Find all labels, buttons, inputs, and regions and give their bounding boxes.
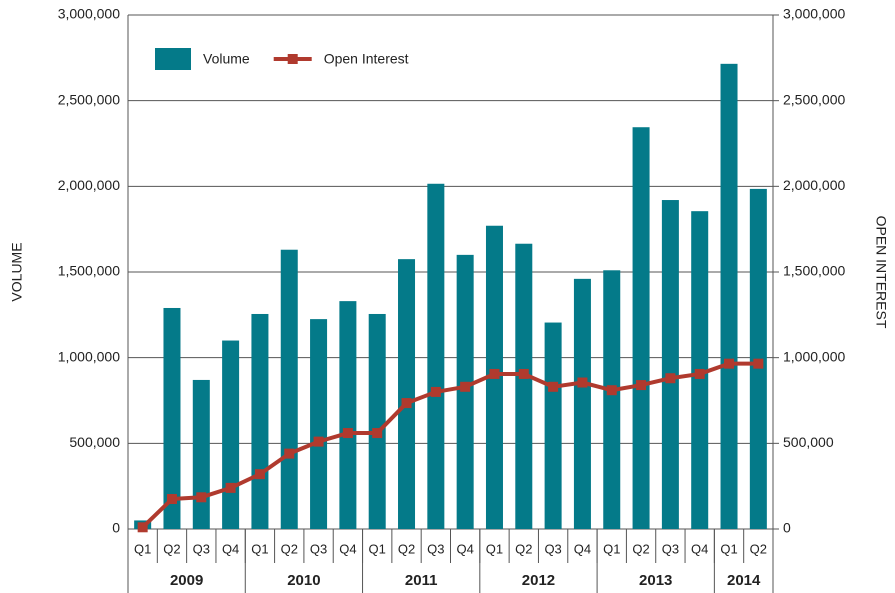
- line-marker: [284, 448, 295, 459]
- bar: [280, 249, 298, 529]
- x-tick-label: Q1: [720, 541, 737, 556]
- line-marker: [137, 522, 148, 533]
- x-tick-label: Q3: [544, 541, 561, 556]
- line-marker: [372, 428, 383, 439]
- line-marker: [430, 386, 441, 397]
- group-label: 2012: [522, 572, 555, 589]
- x-tick-label: Q3: [662, 541, 679, 556]
- y-tick-label: 1,000,000: [58, 348, 120, 364]
- x-tick-label: Q3: [310, 541, 327, 556]
- x-tick-label: Q3: [427, 541, 444, 556]
- line-marker: [694, 368, 705, 379]
- line-marker: [518, 368, 529, 379]
- y2-axis-label: OPEN INTEREST: [873, 216, 889, 329]
- y-axis-label: VOLUME: [9, 242, 25, 301]
- x-tick-label: Q2: [281, 541, 298, 556]
- x-tick-label: Q1: [134, 541, 151, 556]
- line-marker: [254, 469, 265, 480]
- y2-tick-label: 3,000,000: [783, 6, 845, 22]
- y-tick-label: 500,000: [69, 434, 120, 450]
- group-label: 2014: [727, 572, 761, 589]
- bar: [398, 259, 416, 529]
- y-tick-label: 3,000,000: [58, 6, 120, 22]
- y-tick-label: 2,000,000: [58, 177, 120, 193]
- line-marker: [724, 358, 735, 369]
- group-label: 2013: [639, 572, 672, 589]
- y2-tick-label: 2,000,000: [783, 177, 845, 193]
- x-tick-label: Q1: [369, 541, 386, 556]
- bar: [544, 322, 562, 529]
- y2-tick-label: 1,500,000: [783, 263, 845, 279]
- line-marker: [753, 358, 764, 369]
- y-tick-label: 1,500,000: [58, 263, 120, 279]
- line-marker: [313, 436, 324, 447]
- line-marker: [225, 482, 236, 493]
- bar: [573, 278, 591, 529]
- line-marker: [636, 380, 647, 391]
- legend-swatch: [287, 54, 298, 64]
- y2-tick-label: 0: [783, 520, 791, 536]
- x-tick-label: Q4: [456, 541, 473, 556]
- bar: [515, 243, 533, 530]
- bar: [222, 340, 240, 529]
- bar: [339, 301, 357, 529]
- x-tick-label: Q1: [603, 541, 620, 556]
- x-tick-label: Q2: [515, 541, 532, 556]
- bar: [310, 319, 328, 529]
- line-marker: [606, 385, 617, 396]
- bar: [163, 307, 181, 529]
- bar: [720, 63, 738, 530]
- x-tick-label: Q3: [193, 541, 210, 556]
- bar: [368, 313, 386, 529]
- x-tick-label: Q4: [691, 541, 708, 556]
- x-tick-label: Q2: [398, 541, 415, 556]
- x-tick-label: Q1: [251, 541, 268, 556]
- group-label: 2011: [405, 572, 438, 589]
- bar: [661, 200, 679, 530]
- line-marker: [489, 368, 500, 379]
- bar: [456, 254, 474, 529]
- x-tick-label: Q2: [163, 541, 180, 556]
- x-tick-label: Q2: [750, 541, 767, 556]
- y-tick-label: 2,500,000: [58, 91, 120, 107]
- group-label: 2010: [287, 572, 320, 589]
- line-marker: [342, 428, 353, 439]
- line-marker: [196, 492, 207, 503]
- x-tick-label: Q4: [339, 541, 356, 556]
- x-tick-label: Q1: [486, 541, 503, 556]
- legend-swatch: [155, 48, 191, 70]
- bar: [603, 270, 621, 529]
- y2-tick-label: 2,500,000: [783, 91, 845, 107]
- x-tick-label: Q4: [222, 541, 239, 556]
- line: [141, 361, 759, 529]
- line-marker: [548, 381, 559, 392]
- legend-label: Open Interest: [324, 51, 409, 67]
- legend-label: Volume: [203, 51, 250, 67]
- line-marker: [665, 373, 676, 384]
- line-marker: [401, 398, 412, 409]
- bar: [192, 379, 210, 529]
- bar: [632, 127, 650, 530]
- y2-tick-label: 500,000: [783, 434, 834, 450]
- x-tick-label: Q2: [632, 541, 649, 556]
- y2-tick-label: 1,000,000: [783, 348, 845, 364]
- x-tick-label: Q4: [574, 541, 591, 556]
- line-marker: [166, 494, 177, 505]
- y-tick-label: 0: [112, 520, 120, 536]
- bar: [427, 183, 445, 529]
- line-marker: [460, 381, 471, 392]
- group-label: 2009: [170, 572, 203, 589]
- bar: [251, 313, 269, 529]
- line-marker: [577, 377, 588, 388]
